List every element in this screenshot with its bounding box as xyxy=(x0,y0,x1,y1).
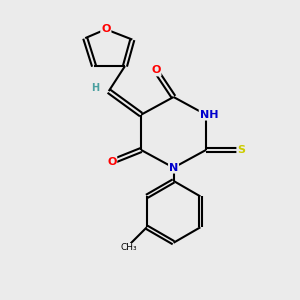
Text: O: O xyxy=(101,24,110,34)
Text: CH₃: CH₃ xyxy=(121,243,137,252)
Text: O: O xyxy=(151,65,160,76)
Text: O: O xyxy=(107,157,116,167)
Text: NH: NH xyxy=(200,110,218,120)
Text: H: H xyxy=(92,83,100,93)
Text: N: N xyxy=(169,163,178,173)
Text: S: S xyxy=(237,145,245,155)
